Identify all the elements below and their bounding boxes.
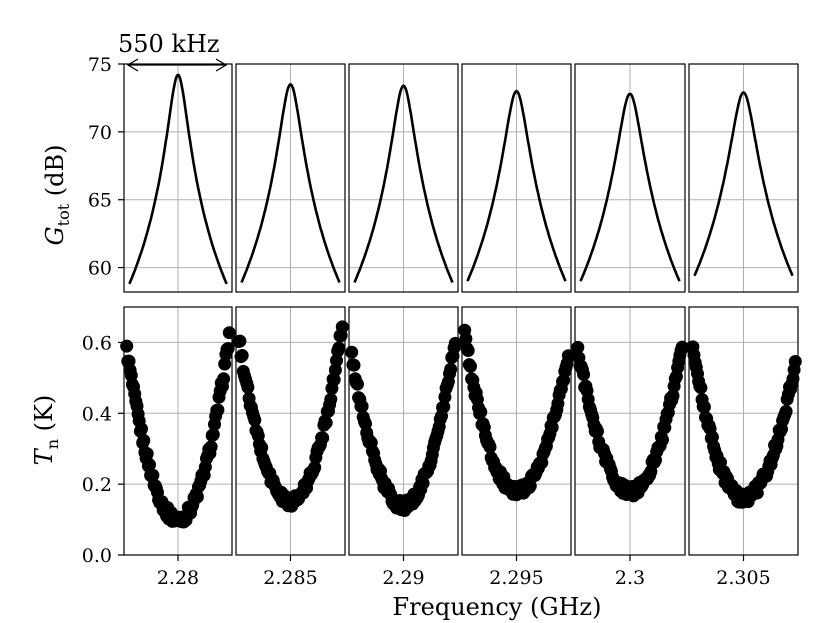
noise-point — [143, 458, 156, 472]
top-y-label-main: G — [41, 226, 69, 245]
noise-temperature-points — [120, 320, 802, 529]
gain-curve-3 — [353, 84, 454, 284]
noise-point — [461, 344, 475, 357]
panel-frames — [123, 63, 799, 556]
top-y-tick-label: 75 — [88, 54, 112, 76]
bottom-y-label-unit: (K) — [30, 395, 58, 439]
span-annotation: 550 kHz — [118, 30, 228, 72]
noise-point — [347, 358, 361, 372]
span-arrow-right-head — [215, 58, 228, 72]
top-y-label-sub: tot — [54, 203, 73, 226]
top-panel-frame-4 — [461, 63, 572, 293]
noise-point — [444, 362, 458, 376]
noise-point — [248, 413, 262, 427]
bottom-y-tick-label: 0.2 — [82, 474, 112, 496]
noise-point — [483, 440, 497, 454]
noise-point — [217, 372, 231, 386]
x-tick-labels: 2.28 2.285 2.29 2.295 2.3 2.305 — [157, 555, 771, 589]
noise-point — [308, 461, 322, 474]
noise-point — [459, 332, 473, 346]
noise-point — [437, 400, 451, 414]
top-panel-frame-6 — [688, 63, 799, 293]
noise-point — [211, 403, 225, 417]
noise-point — [140, 447, 154, 461]
top-panel-frame-1 — [123, 63, 233, 293]
bottom-y-label-sub: n — [43, 439, 62, 449]
span-annotation-text: 550 kHz — [118, 30, 220, 58]
bottom-y-axis-label: Tn (K) — [30, 395, 62, 466]
bottom-y-tick-label: 0.6 — [82, 332, 112, 354]
top-y-tick-label: 65 — [88, 190, 112, 212]
noise-point — [577, 368, 591, 381]
noise-point — [523, 479, 537, 493]
noise-point — [135, 422, 148, 436]
gain-curve-1 — [128, 73, 228, 285]
x-tick-label: 2.295 — [489, 567, 543, 589]
x-tick-label: 2.29 — [382, 567, 424, 589]
bottom-y-tick-label: 0.0 — [82, 545, 112, 567]
noise-point — [316, 431, 330, 445]
noise-point — [545, 420, 559, 434]
noise-point — [324, 392, 338, 406]
noise-point — [355, 399, 369, 413]
top-gridlines — [124, 63, 798, 292]
bottom-y-tick-label: 0.4 — [82, 403, 112, 425]
top-y-tick-label: 60 — [88, 258, 112, 280]
x-tick-label: 2.285 — [263, 567, 317, 589]
noise-point — [464, 359, 477, 373]
noise-point — [666, 389, 680, 403]
noise-point — [190, 490, 204, 504]
noise-point — [241, 380, 255, 394]
noise-point — [332, 341, 346, 355]
noise-point — [255, 441, 269, 455]
gain-curves — [128, 73, 794, 285]
top-panel-frame-5 — [574, 63, 686, 293]
gain-curve-6 — [693, 91, 794, 277]
noise-point — [328, 363, 342, 377]
noise-point — [235, 349, 249, 362]
noise-point — [345, 345, 359, 359]
y-tick-labels: 60 65 70 75 0.0 0.2 0.4 0.6 — [82, 54, 124, 567]
noise-point — [788, 355, 802, 368]
bottom-y-label-main: T — [30, 447, 58, 465]
gain-curve-5 — [579, 92, 681, 282]
noise-point — [656, 433, 669, 447]
x-tick-label: 2.305 — [716, 567, 770, 589]
noise-point — [146, 468, 160, 482]
noise-point — [697, 400, 711, 414]
gain-curve-4 — [466, 89, 567, 282]
noise-point — [206, 428, 220, 442]
noise-point — [474, 405, 488, 419]
x-axis-label: Frequency (GHz) — [393, 593, 602, 621]
noise-point — [204, 440, 218, 454]
noise-point — [591, 424, 604, 438]
top-panel-frame-2 — [235, 63, 346, 293]
noise-point — [330, 354, 343, 368]
x-tick-label: 2.28 — [157, 567, 199, 589]
top-panel-frame-3 — [348, 63, 459, 293]
x-tick-label: 2.3 — [615, 567, 645, 589]
noise-point — [218, 357, 232, 371]
gain-curve-2 — [240, 83, 341, 284]
top-y-label-unit: (dB) — [41, 144, 69, 203]
top-y-tick-label: 70 — [88, 122, 112, 144]
noise-point — [120, 339, 134, 353]
noise-point — [779, 404, 793, 418]
noise-point — [233, 334, 247, 348]
noise-point — [351, 377, 364, 391]
noise-point — [137, 434, 151, 447]
noise-point — [319, 416, 333, 430]
noise-point — [694, 381, 708, 395]
span-arrow-left-head — [126, 58, 139, 72]
top-y-axis-label: Gtot (dB) — [41, 144, 73, 245]
noise-point — [327, 373, 341, 387]
noise-point — [335, 320, 349, 334]
